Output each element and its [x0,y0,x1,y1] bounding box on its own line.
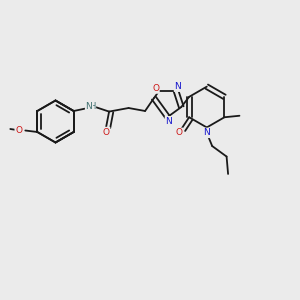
Text: O: O [15,126,22,135]
Text: N: N [85,102,92,111]
Text: H: H [89,102,95,111]
Text: O: O [152,84,159,93]
Text: N: N [175,82,181,91]
Text: O: O [103,128,110,136]
Text: N: N [203,128,210,137]
Text: N: N [165,117,172,126]
Text: O: O [176,128,183,137]
